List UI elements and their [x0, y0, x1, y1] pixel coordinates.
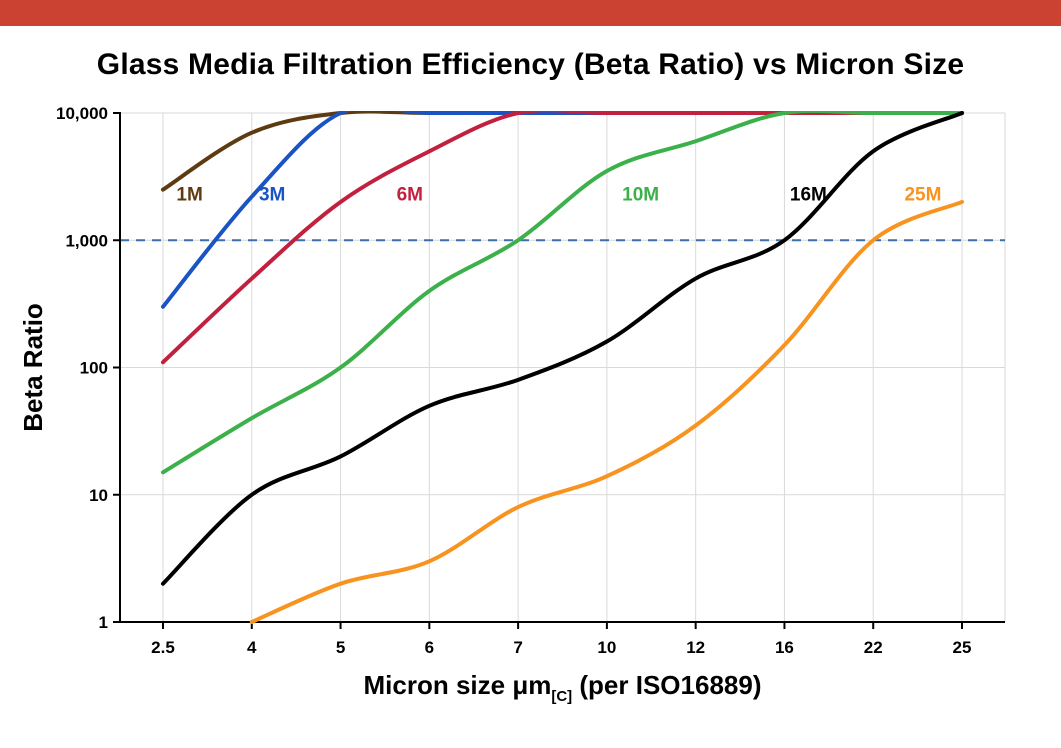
x-tick-labels: 2.5 4 5 6 7 10 12 16 22 25: [151, 638, 971, 657]
x-tick-label: 16: [775, 638, 794, 657]
series-line-25M: [249, 199, 964, 624]
top-accent-bar: [0, 0, 1061, 26]
series-label-1M: 1M: [176, 184, 202, 205]
series-line-6M: [161, 111, 964, 365]
y-tick-label: 1: [99, 613, 108, 632]
series-label-25M: 25M: [904, 184, 941, 205]
y-tick-label: 100: [80, 359, 108, 378]
x-axis-title: Micron size μm[C] (per ISO16889): [364, 670, 762, 705]
x-tick-label: 12: [686, 638, 705, 657]
series-label-10M: 10M: [622, 184, 659, 205]
series-line-10M: [161, 111, 964, 475]
x-tick-label: 25: [953, 638, 972, 657]
series-label-3M: 3M: [259, 184, 285, 205]
series-labels: 1M 3M 6M 10M 16M 25M: [176, 184, 941, 205]
x-tick-label: 4: [247, 638, 257, 657]
series-line-16M: [161, 111, 964, 586]
x-tick-label: 22: [864, 638, 883, 657]
axes: [113, 112, 1005, 629]
series-label-16M: 16M: [790, 184, 827, 205]
x-tick-label: 7: [513, 638, 522, 657]
grid-lines: [120, 112, 1006, 622]
series-label-6M: 6M: [397, 184, 423, 205]
series-lines: [161, 111, 964, 624]
y-tick-label: 10: [89, 486, 108, 505]
x-tick-label: 6: [425, 638, 434, 657]
x-tick-label: 5: [336, 638, 345, 657]
y-tick-label: 1,000: [65, 231, 108, 250]
y-tick-label: 10,000: [56, 104, 108, 123]
y-tick-labels: 10,000 1,000 100 10 1: [56, 104, 108, 632]
y-axis-title: Beta Ratio: [18, 303, 48, 432]
x-tick-label: 2.5: [151, 638, 175, 657]
x-tick-label: 10: [597, 638, 616, 657]
chart-title: Glass Media Filtration Efficiency (Beta …: [96, 48, 965, 81]
